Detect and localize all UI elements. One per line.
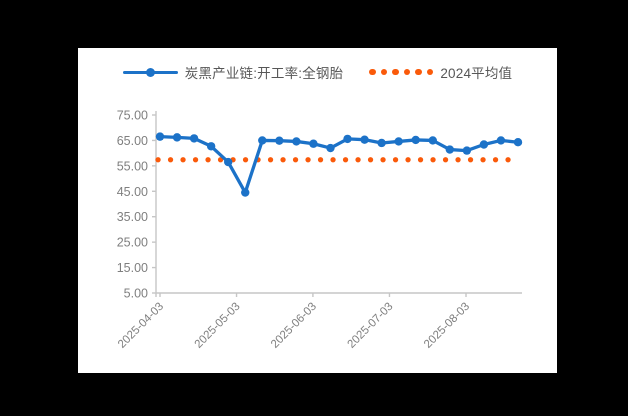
series-point: [513, 138, 523, 147]
y-tick-label: 45.00: [117, 185, 148, 199]
x-tick-label: 2025-06-03: [269, 301, 319, 351]
series-point: [428, 136, 437, 145]
series-point: [223, 157, 233, 167]
series-point: [309, 139, 318, 148]
series-point: [360, 135, 369, 144]
series-point: [394, 137, 403, 146]
series-point: [411, 135, 420, 145]
legend-item-series: 炭黑产业链:开工率:全钢胎: [122, 62, 344, 82]
series-point: [496, 136, 506, 145]
series-point: [462, 146, 472, 155]
series-line-marker-icon: [122, 67, 178, 77]
series-line: [158, 134, 520, 195]
series-point: [445, 145, 455, 154]
legend: 炭黑产业链:开工率:全钢胎 2024平均值: [78, 62, 557, 82]
x-tick-label: 2025-07-03: [345, 301, 395, 351]
y-tick-label: 65.00: [117, 134, 148, 148]
series-point: [292, 137, 301, 146]
legend-item-average: 2024平均值: [369, 62, 512, 82]
legend-series-label: 炭黑产业链:开工率:全钢胎: [184, 66, 344, 81]
series-point: [155, 132, 165, 141]
series-point: [326, 143, 335, 153]
x-tick-label: 2025-08-03: [422, 301, 472, 351]
y-tick-label: 25.00: [117, 236, 148, 250]
y-tick-label: 35.00: [117, 210, 148, 224]
chart-panel: 炭黑产业链:开工率:全钢胎 2024平均值 5.00 15.00 25.00 35.0…: [78, 48, 557, 373]
series-point: [258, 136, 267, 145]
series-point: [479, 140, 489, 149]
y-tick-label: 55.00: [117, 159, 148, 173]
y-tick-label: 15.00: [117, 261, 148, 275]
average-dotted-sample-icon: [369, 68, 434, 76]
x-tick-label: 2025-04-03: [116, 301, 166, 351]
series-point: [343, 134, 352, 144]
y-tick-label: 75.00: [117, 109, 148, 123]
x-tick-label: 2025-05-03: [193, 301, 243, 351]
y-tick-label: 5.00: [124, 287, 148, 301]
series-point: [189, 134, 199, 143]
series-point: [172, 133, 182, 142]
line-chart: 5.00 15.00 25.00 35.00 45.00 55.00 65.00 75.00 2…: [116, 109, 523, 351]
series-point: [275, 136, 284, 145]
series-point: [241, 188, 250, 197]
legend-average-label: 2024平均值: [440, 66, 513, 81]
series-point: [206, 142, 216, 151]
series-marker-dot: [145, 67, 155, 77]
series-point: [377, 138, 386, 148]
